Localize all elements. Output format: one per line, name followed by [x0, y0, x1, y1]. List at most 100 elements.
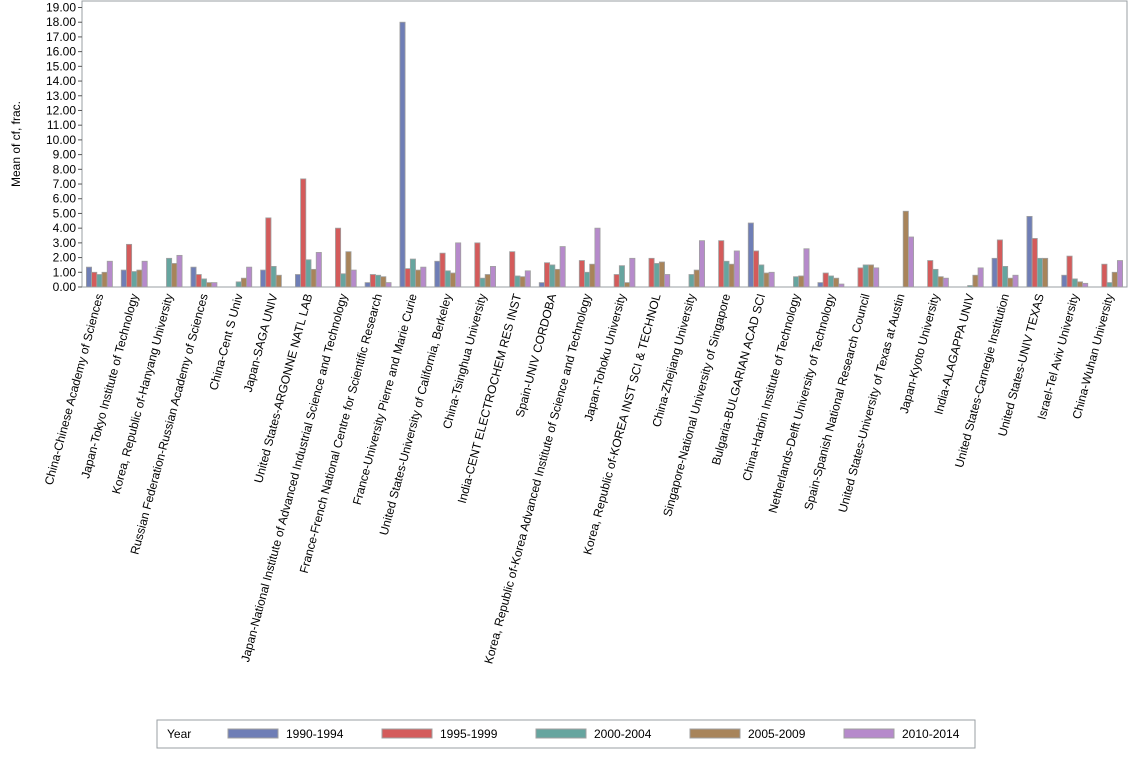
legend-swatch — [535, 728, 587, 739]
bar-1995-1999-10 — [439, 252, 446, 288]
legend-label: 1995-1999 — [440, 727, 498, 741]
legend: Year 1990-1994 1995-1999 2000-2004 2005-200… — [156, 719, 976, 749]
bar-2000-2004-3 — [200, 278, 207, 288]
bar-2000-2004-7 — [340, 273, 347, 288]
bar-2010-2014-25 — [977, 267, 984, 288]
bar-2005-2009-24 — [937, 276, 944, 288]
x-tick-label: France-University Pierre and Marie Curie — [350, 292, 420, 507]
y-tick-label: 9.00 — [53, 148, 77, 162]
bar-2000-2004-18 — [723, 260, 730, 288]
bar-1995-1999-24 — [927, 260, 934, 288]
bar-2010-2014-14 — [594, 227, 601, 288]
bar-1995-1999-18 — [718, 240, 725, 288]
bar-2005-2009-20 — [798, 275, 805, 288]
bar-1990-1994-19 — [747, 222, 754, 288]
bar-2010-2014-26 — [1012, 274, 1019, 288]
bar-1990-1994-26 — [991, 257, 998, 288]
bar-2010-2014-12 — [524, 270, 531, 288]
bar-2000-2004-17 — [688, 274, 695, 288]
bar-2000-2004-14 — [584, 271, 591, 288]
bar-2005-2009-16 — [658, 261, 665, 288]
bar-2005-2009-17 — [693, 269, 700, 288]
bar-2000-2004-16 — [653, 263, 660, 288]
legend-label: 2000-2004 — [594, 727, 652, 741]
bar-1990-1994-28 — [1061, 274, 1068, 288]
bar-2000-2004-9 — [409, 258, 416, 288]
bar-1990-1994-21 — [817, 282, 824, 288]
bar-2000-2004-6 — [305, 259, 312, 288]
bar-2010-2014-17 — [698, 240, 705, 288]
bar-2010-2014-28 — [1082, 282, 1089, 288]
y-tick-label: 4.00 — [53, 221, 77, 235]
bar-2010-2014-22 — [873, 267, 880, 288]
y-tick-label: 1.00 — [53, 265, 77, 279]
plot-frame — [81, 0, 1128, 288]
bar-1995-1999-1 — [126, 243, 133, 288]
bar-2000-2004-4 — [235, 281, 242, 288]
bar-2000-2004-19 — [758, 264, 765, 288]
bar-2010-2014-10 — [455, 242, 462, 288]
legend-swatch — [381, 728, 433, 739]
bar-2005-2009-7 — [345, 251, 352, 288]
bar-2005-2009-3 — [206, 282, 213, 288]
bar-1995-1999-7 — [335, 227, 342, 288]
bar-2010-2014-2 — [176, 254, 183, 288]
bar-2010-2014-6 — [315, 252, 322, 288]
bar-2000-2004-10 — [444, 270, 451, 288]
bar-1990-1994-1 — [120, 269, 127, 288]
bar-2005-2009-23 — [902, 210, 909, 288]
x-tick-label: United States-University of Texas at Aus… — [835, 292, 907, 514]
legend-swatch — [689, 728, 741, 739]
bar-2010-2014-24 — [942, 277, 949, 288]
bar-1995-1999-29 — [1101, 263, 1108, 288]
bar-2005-2009-11 — [484, 274, 491, 288]
bar-2010-2014-3 — [211, 282, 218, 288]
bar-2010-2014-1 — [141, 260, 148, 288]
x-tick-label: Japan-SAGA UNIV — [241, 292, 281, 394]
x-tick-label: Singapore-National University of Singapo… — [660, 292, 733, 518]
bar-2000-2004-25 — [967, 285, 974, 288]
bar-2000-2004-5 — [270, 266, 277, 288]
x-tick-label: India-CENT ELECTROCHEM RES INST — [455, 292, 525, 505]
bar-1995-1999-8 — [369, 274, 376, 288]
y-tick-label: 10.00 — [46, 133, 76, 147]
bar-2005-2009-21 — [833, 277, 840, 288]
bar-1995-1999-6 — [300, 178, 307, 288]
x-tick-label: China-Cent S Univ — [206, 292, 245, 392]
bar-2000-2004-11 — [479, 277, 486, 288]
y-tick-label: 18.00 — [46, 15, 76, 29]
bar-2010-2014-4 — [246, 266, 253, 288]
bar-2010-2014-0 — [106, 260, 113, 288]
bar-2010-2014-13 — [559, 246, 566, 288]
bar-2005-2009-25 — [972, 274, 979, 288]
bar-1995-1999-11 — [474, 242, 481, 288]
bar-2000-2004-15 — [618, 265, 625, 288]
bar-1995-1999-9 — [404, 268, 411, 288]
legend-title: Year — [167, 727, 191, 741]
bar-1995-1999-22 — [857, 267, 864, 288]
bar-2005-2009-6 — [310, 268, 317, 288]
bar-2005-2009-22 — [867, 264, 874, 288]
bar-2005-2009-28 — [1076, 281, 1083, 288]
bar-2010-2014-15 — [629, 257, 636, 288]
y-tick-label: 0.00 — [53, 280, 77, 294]
bar-2000-2004-20 — [793, 276, 800, 288]
bar-2005-2009-29 — [1111, 271, 1118, 288]
bar-2000-2004-26 — [1002, 266, 1009, 288]
y-tick-label: 16.00 — [46, 45, 76, 59]
bar-2010-2014-19 — [768, 271, 775, 288]
bar-2005-2009-15 — [624, 282, 631, 288]
bar-2010-2014-8 — [385, 282, 392, 288]
bar-2005-2009-0 — [101, 271, 108, 288]
bar-1995-1999-13 — [544, 262, 551, 288]
y-axis: 0.001.002.003.004.005.006.007.008.009.00… — [46, 1, 82, 294]
bar-1990-1994-10 — [434, 260, 441, 288]
bar-2000-2004-27 — [1036, 257, 1043, 288]
legend-label: 1990-1994 — [286, 727, 344, 741]
bar-1990-1994-6 — [295, 274, 302, 288]
bar-2005-2009-9 — [415, 269, 422, 288]
y-tick-label: 7.00 — [53, 177, 77, 191]
bar-1995-1999-5 — [265, 217, 272, 288]
bar-1990-1994-3 — [190, 266, 197, 288]
